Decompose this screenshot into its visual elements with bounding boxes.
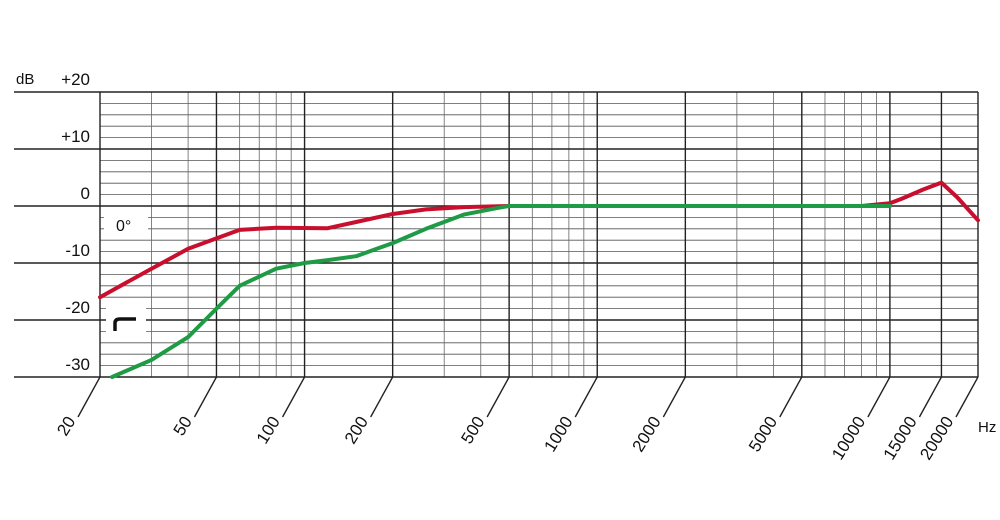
x-tick-label: 1000 [540, 413, 576, 455]
y-tick-label: -20 [65, 298, 90, 317]
x-tick-label: 500 [457, 413, 488, 447]
x-tick-label: 20 [53, 413, 79, 439]
x-tick-slant [370, 376, 394, 418]
y-axis-unit: dB [16, 71, 34, 88]
low-cut-filter-icon [113, 317, 136, 331]
x-tick-label: 5000 [745, 413, 781, 455]
chart-grid [14, 91, 979, 418]
y-axis-tick-labels: +20 +10 0 -10 -20 -30 [61, 70, 90, 374]
x-tick-slant [281, 376, 306, 418]
x-tick-slant [779, 376, 803, 418]
x-tick-slant [867, 376, 891, 418]
angle-label: 0° [116, 218, 131, 235]
x-tick-slant [77, 376, 101, 418]
x-tick-label: 200 [341, 413, 372, 447]
x-tick-slant [918, 376, 943, 418]
x-tick-label: 2000 [629, 413, 665, 455]
x-tick-label: 100 [253, 413, 284, 447]
y-tick-label: -10 [65, 241, 90, 260]
x-tick-slant [486, 376, 510, 418]
annotation-box [104, 210, 148, 238]
x-tick-label: 20000 [916, 413, 957, 463]
y-tick-label: +20 [61, 70, 90, 89]
x-tick-slant [955, 376, 979, 418]
x-axis-unit: Hz [978, 419, 996, 436]
x-tick-slant [193, 376, 218, 418]
x-tick-label: 10000 [828, 413, 869, 463]
x-tick-slant [662, 376, 686, 418]
x-tick-label: 15000 [880, 413, 921, 463]
y-tick-label: +10 [61, 127, 90, 146]
chart-annotations: 0° [104, 210, 148, 338]
y-tick-label: -30 [65, 355, 90, 374]
y-tick-label: 0 [81, 184, 90, 203]
annotation-box [106, 308, 146, 338]
x-tick-slant [574, 376, 598, 418]
x-tick-label: 50 [170, 413, 196, 439]
chart-series [98, 180, 980, 379]
series-line-1 [110, 204, 892, 379]
